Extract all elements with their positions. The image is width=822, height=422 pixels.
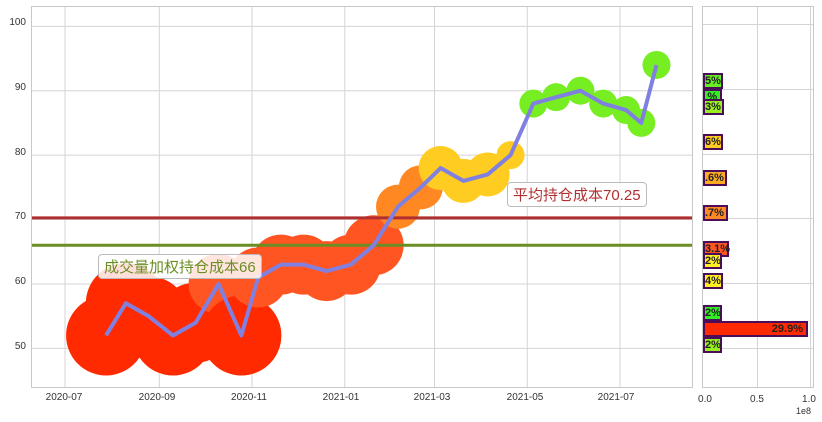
x-tick: 1.0 bbox=[802, 394, 816, 405]
price-chart-panel: 成交量加权持仓成本66 平均持仓成本70.25 bbox=[31, 6, 693, 388]
x-tick: 2020-11 bbox=[231, 392, 267, 403]
volume-bar: 6% bbox=[703, 134, 724, 151]
volume-bar: 5% bbox=[703, 73, 723, 90]
y-tick: 100 bbox=[9, 17, 26, 28]
volume-bar: 29.9% bbox=[703, 321, 808, 338]
x-multiplier: 1e8 bbox=[796, 406, 812, 416]
y-tick: 50 bbox=[14, 341, 26, 352]
x-tick: 0.5 bbox=[750, 394, 764, 405]
volume-bar: .7% bbox=[703, 205, 728, 222]
x-tick: 2021-03 bbox=[413, 392, 451, 403]
vwap-cost-annotation: 成交量加权持仓成本66 bbox=[98, 254, 262, 279]
volume-bar: 4% bbox=[703, 272, 723, 289]
x-tick: 2020-07 bbox=[45, 392, 83, 403]
y-tick: 70 bbox=[14, 211, 26, 222]
volume-bar: 3% bbox=[703, 98, 725, 115]
volume-bar: 2% bbox=[703, 304, 722, 321]
volume-bar: 2% bbox=[703, 253, 722, 270]
avg-cost-annotation: 平均持仓成本70.25 bbox=[507, 182, 647, 207]
volume-bar: 2% bbox=[703, 337, 722, 354]
y-tick: 80 bbox=[14, 147, 26, 158]
x-tick: 2021-05 bbox=[506, 392, 544, 403]
x-tick: 2020-09 bbox=[138, 392, 176, 403]
y-tick: 60 bbox=[14, 276, 26, 287]
x-tick: 2021-01 bbox=[322, 392, 360, 403]
volume-distribution-panel: 5%% 3% 6% .6% .7% 3.1% 2% 4% 2% 29.9% 2% bbox=[702, 6, 814, 388]
x-tick: 0.0 bbox=[698, 394, 712, 405]
x-tick: 2021-07 bbox=[597, 392, 635, 403]
y-tick: 90 bbox=[14, 82, 26, 93]
volume-bar: .6% bbox=[703, 169, 728, 186]
